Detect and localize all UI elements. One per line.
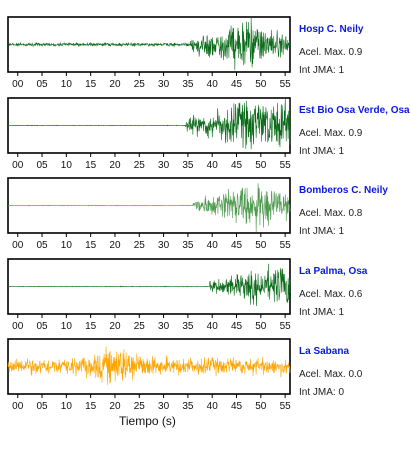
x-tick-label: 55 (280, 401, 292, 412)
peak-acceleration: Acel. Max. 0.6 (299, 289, 363, 300)
waveform-trace (7, 263, 291, 306)
x-tick-label: 05 (36, 401, 48, 412)
x-tick-label: 45 (231, 321, 243, 332)
x-tick-label: 15 (85, 160, 97, 171)
x-tick-label: 10 (61, 160, 73, 171)
x-tick-label: 40 (207, 79, 219, 90)
x-tick-label: 15 (85, 240, 97, 251)
x-tick-label: 20 (109, 240, 121, 251)
waveform-trace (7, 98, 291, 150)
x-tick-label: 40 (207, 401, 219, 412)
waveform-trace (7, 346, 291, 385)
x-tick-label: 45 (231, 240, 243, 251)
peak-acceleration: Acel. Max. 0.0 (299, 369, 363, 380)
station-name: Bomberos C. Neily (299, 185, 388, 196)
peak-acceleration: Acel. Max. 0.8 (299, 208, 363, 219)
x-tick-label: 30 (158, 321, 170, 332)
x-tick-label: 40 (207, 240, 219, 251)
x-tick-label: 30 (158, 240, 170, 251)
x-tick-label: 05 (36, 240, 48, 251)
jma-intensity: Int JMA: 1 (299, 65, 345, 76)
x-tick-label: 30 (158, 401, 170, 412)
x-tick-label: 30 (158, 79, 170, 90)
x-tick-label: 15 (85, 321, 97, 332)
x-tick-label: 55 (280, 240, 292, 251)
x-tick-label: 25 (134, 321, 146, 332)
x-tick-label: 45 (231, 401, 243, 412)
x-tick-label: 45 (231, 79, 243, 90)
x-tick-label: 25 (134, 401, 146, 412)
x-tick-label: 50 (255, 240, 267, 251)
x-tick-label: 05 (36, 321, 48, 332)
x-tick-label: 00 (12, 321, 24, 332)
x-tick-label: 50 (255, 401, 267, 412)
x-tick-label: 00 (12, 79, 24, 90)
jma-intensity: Int JMA: 1 (299, 146, 345, 157)
x-tick-label: 10 (61, 401, 73, 412)
x-tick-label: 50 (255, 160, 267, 171)
x-tick-label: 50 (255, 321, 267, 332)
x-tick-label: 00 (12, 240, 24, 251)
peak-acceleration: Acel. Max. 0.9 (299, 47, 363, 58)
x-tick-label: 55 (280, 160, 292, 171)
jma-intensity: Int JMA: 1 (299, 307, 345, 318)
x-tick-label: 35 (182, 160, 194, 171)
x-tick-label: 35 (182, 321, 194, 332)
x-tick-label: 25 (134, 160, 146, 171)
station-name: Est Bio Osa Verde, Osa (299, 105, 410, 116)
x-tick-label: 10 (61, 321, 73, 332)
x-tick-label: 20 (109, 401, 121, 412)
x-tick-label: 35 (182, 79, 194, 90)
station-name: La Sabana (299, 346, 350, 357)
x-tick-label: 50 (255, 79, 267, 90)
station-name: La Palma, Osa (299, 266, 368, 277)
x-tick-label: 35 (182, 401, 194, 412)
x-tick-label: 25 (134, 79, 146, 90)
x-tick-label: 05 (36, 160, 48, 171)
x-tick-label: 40 (207, 321, 219, 332)
waveform-trace (7, 183, 291, 233)
x-tick-label: 00 (12, 160, 24, 171)
x-tick-label: 30 (158, 160, 170, 171)
x-tick-label: 10 (61, 240, 73, 251)
x-tick-label: 55 (280, 321, 292, 332)
x-tick-label: 40 (207, 160, 219, 171)
peak-acceleration: Acel. Max. 0.9 (299, 128, 363, 139)
x-tick-label: 15 (85, 79, 97, 90)
x-tick-label: 20 (109, 160, 121, 171)
x-tick-label: 35 (182, 240, 194, 251)
x-axis-label: Tiempo (s) (119, 414, 176, 428)
x-tick-label: 20 (109, 79, 121, 90)
station-name: Hosp C. Neily (299, 24, 364, 35)
x-tick-label: 55 (280, 79, 292, 90)
x-tick-label: 00 (12, 401, 24, 412)
x-tick-label: 25 (134, 240, 146, 251)
x-tick-label: 20 (109, 321, 121, 332)
x-tick-label: 05 (36, 79, 48, 90)
jma-intensity: Int JMA: 0 (299, 387, 345, 398)
x-tick-label: 10 (61, 79, 73, 90)
x-tick-label: 15 (85, 401, 97, 412)
jma-intensity: Int JMA: 1 (299, 226, 345, 237)
x-tick-label: 45 (231, 160, 243, 171)
waveform-trace (7, 17, 291, 71)
